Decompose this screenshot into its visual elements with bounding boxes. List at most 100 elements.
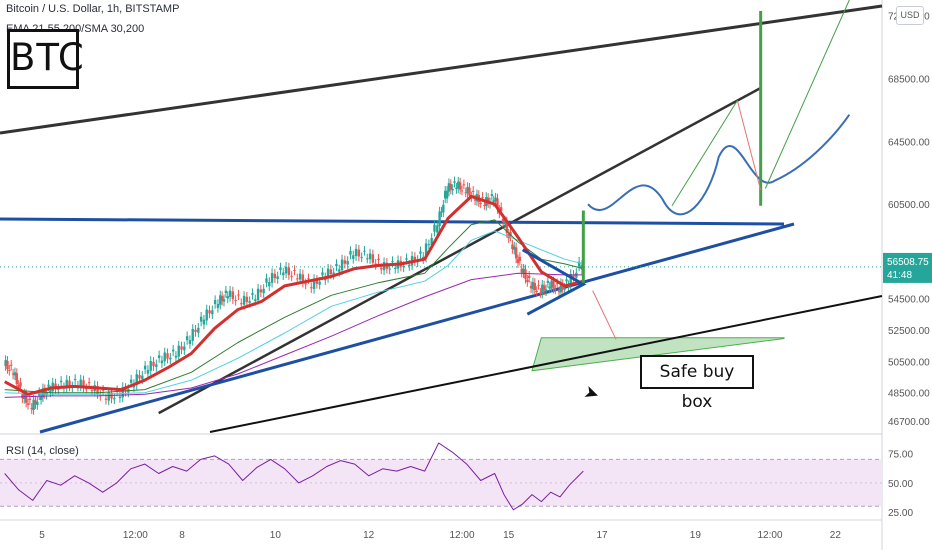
candle-body (371, 254, 375, 263)
candle-body (479, 202, 482, 204)
price-tick-label: 64500.00 (888, 137, 930, 148)
candle-body (557, 291, 561, 293)
candle-body (444, 190, 447, 199)
candle-body (340, 259, 344, 271)
candle-body (21, 394, 24, 399)
candle-body (10, 364, 13, 366)
lower-channel-line (209, 295, 883, 433)
candle-body (388, 268, 391, 270)
candle-body (32, 399, 35, 411)
time-tick-label: 12:00 (123, 530, 148, 541)
candle-body (531, 282, 535, 290)
candle-body (445, 190, 449, 199)
candle-body (169, 357, 172, 360)
time-tick-label: 10 (270, 530, 282, 541)
candle-body (462, 184, 466, 186)
candle-body (354, 248, 358, 257)
candle-body (494, 197, 497, 202)
candle-body (533, 282, 536, 291)
candle-body (419, 251, 422, 254)
candle-body (155, 364, 158, 367)
rsi-legend[interactable]: RSI (14, close) (6, 445, 79, 457)
candle-body (293, 270, 296, 272)
candle-body (413, 256, 417, 262)
candle-body (427, 244, 431, 246)
candle-body (528, 275, 531, 279)
candle-body (287, 267, 291, 276)
candle-body (101, 389, 105, 391)
candle-body (36, 401, 39, 405)
candle-body (569, 273, 572, 286)
candle-body (41, 388, 45, 398)
currency-button[interactable]: USD (896, 6, 924, 25)
candle-body (28, 398, 32, 400)
candle-body (256, 288, 260, 301)
candle-body (276, 276, 279, 279)
candle-body (505, 221, 508, 233)
candle-body (177, 345, 180, 357)
price-tick-label: 52500.00 (888, 326, 930, 337)
candle-body (171, 349, 175, 352)
candle-body (57, 388, 60, 390)
candle-body (563, 287, 566, 290)
rsi-line (4, 442, 584, 511)
candle-body (440, 211, 443, 213)
candle-body (191, 328, 194, 341)
candle-body (301, 274, 305, 283)
candle-body (152, 361, 155, 367)
candle-body (349, 251, 352, 255)
candle-body (559, 283, 563, 293)
time-tick-label: 12:00 (757, 530, 782, 541)
candle-body (141, 375, 144, 380)
candle-body (455, 187, 458, 190)
candle-body (541, 284, 544, 294)
candle-body (554, 289, 557, 291)
rsi-tick-label: 25.00 (888, 508, 913, 519)
candle-body (464, 192, 467, 194)
candle-body (242, 295, 246, 305)
candle-body (234, 300, 237, 302)
candle-body (483, 204, 486, 206)
candle-body (329, 269, 333, 275)
candle-body (118, 396, 122, 399)
candle-body (529, 285, 533, 289)
candle-body (332, 272, 335, 275)
candle-body (79, 379, 82, 387)
candle-body (34, 400, 37, 405)
candle-body (87, 382, 91, 384)
candle-body (220, 296, 224, 301)
candle-body (47, 384, 50, 387)
current-price-badge (883, 252, 932, 283)
candle-body (6, 360, 9, 370)
candle-body (163, 352, 166, 362)
candle-body (202, 319, 206, 325)
candle-body (96, 385, 99, 395)
symbol-title[interactable]: Bitcoin / U.S. Dollar, 1h, BITSTAMP (6, 3, 180, 15)
candle-body (368, 253, 372, 260)
candle-body (451, 188, 454, 191)
time-tick-label: 12 (363, 530, 375, 541)
candle-body (23, 393, 26, 400)
candle-body (290, 275, 293, 277)
current-price-label: 56508.75 (887, 257, 929, 268)
candle-body (39, 396, 43, 400)
candle-body (90, 390, 94, 392)
candle-body (11, 373, 15, 375)
candle-body (430, 237, 433, 246)
time-tick-label: 19 (690, 530, 702, 541)
projected-wave-path (587, 114, 851, 216)
candle-body (85, 388, 88, 390)
candle-body (548, 286, 551, 289)
candle-body (552, 281, 555, 289)
safe-buy-zone (531, 337, 785, 372)
candle-body (490, 194, 494, 196)
candle-body (183, 346, 186, 351)
candle-body (436, 225, 439, 233)
candle-body (457, 181, 460, 189)
candle-body (68, 380, 71, 387)
candle-body (251, 293, 254, 295)
candle-body (380, 267, 383, 270)
candle-body (402, 265, 405, 268)
